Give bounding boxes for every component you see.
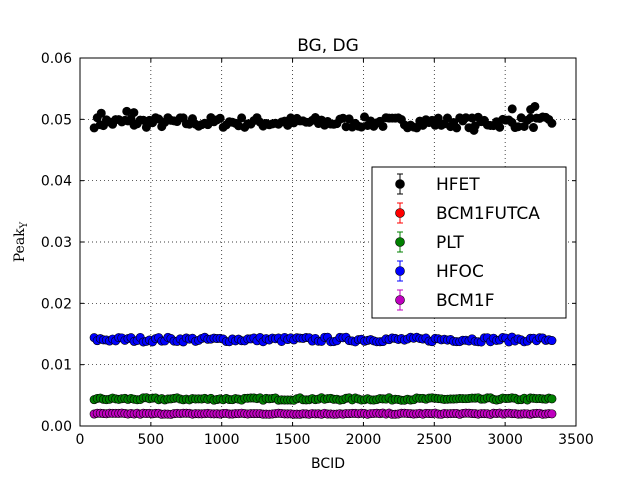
data-point xyxy=(452,123,462,133)
data-point xyxy=(507,104,517,114)
legend-item-hfet: HFET xyxy=(395,173,480,195)
data-point xyxy=(547,394,557,404)
chart-title: BG, DG xyxy=(297,36,359,56)
data-point xyxy=(547,409,557,419)
legend-label: HFOC xyxy=(436,262,484,282)
x-tick-label: 2000 xyxy=(346,432,382,448)
series-hfet xyxy=(89,101,557,135)
x-tick-label: 3500 xyxy=(558,432,594,448)
data-point xyxy=(547,336,557,346)
y-tick-label: 0.06 xyxy=(41,51,72,67)
series-plt xyxy=(89,393,557,405)
x-tick-label: 500 xyxy=(137,432,164,448)
data-point xyxy=(528,123,538,133)
axis-ticks xyxy=(79,57,577,427)
y-tick-label: 0.01 xyxy=(41,358,72,374)
series-bcm1f xyxy=(89,408,557,419)
legend-label: HFET xyxy=(436,175,480,195)
y-tick-labels: 0.00 0.01 0.02 0.03 0.04 0.05 0.06 xyxy=(41,51,72,435)
legend-item-hfoc: HFOC xyxy=(395,260,484,282)
y-tick-label: 0.05 xyxy=(41,112,72,128)
legend-item-bcm1f: BCM1F xyxy=(395,289,495,311)
legend-marker xyxy=(395,237,405,247)
data-point xyxy=(469,125,479,135)
legend-marker xyxy=(395,208,405,218)
legend-item-bcm1futca: BCM1FUTCA xyxy=(395,202,540,224)
legend-label: BCM1F xyxy=(436,291,495,311)
x-tick-labels: 0 500 1000 1500 2000 2500 3000 3500 xyxy=(76,432,594,448)
y-axis-label-main: Peak xyxy=(12,228,28,262)
x-tick-label: 1000 xyxy=(204,432,240,448)
x-tick-label: 1500 xyxy=(275,432,311,448)
series-hfoc xyxy=(89,332,557,347)
x-tick-label: 2500 xyxy=(416,432,452,448)
y-tick-label: 0.04 xyxy=(41,174,72,190)
data-point xyxy=(344,114,354,124)
data-point xyxy=(96,108,106,118)
x-tick-label: 0 xyxy=(76,432,85,448)
y-axis-label-sub: Y xyxy=(19,221,30,229)
data-point xyxy=(129,108,139,118)
x-axis-label: BCID xyxy=(311,456,345,472)
data-point xyxy=(378,121,388,131)
y-tick-label: 0.02 xyxy=(41,296,72,312)
data-points xyxy=(89,101,557,419)
legend-item-plt: PLT xyxy=(395,231,464,253)
data-point xyxy=(442,113,452,123)
data-point xyxy=(526,105,536,115)
legend: HFET BCM1FUTCA PLT HFOC BCM1F xyxy=(371,166,567,319)
legend-label: BCM1FUTCA xyxy=(436,204,540,224)
y-tick-label: 0.03 xyxy=(41,235,72,251)
y-tick-label: 0.00 xyxy=(41,419,72,435)
data-point xyxy=(237,113,247,123)
data-point xyxy=(495,122,505,132)
x-tick-label: 3000 xyxy=(487,432,523,448)
y-axis-label: PeakY xyxy=(12,221,30,262)
data-point xyxy=(547,118,557,128)
data-point xyxy=(215,113,225,123)
legend-marker xyxy=(395,266,405,276)
legend-label: PLT xyxy=(436,233,464,253)
legend-marker xyxy=(395,295,405,305)
legend-marker xyxy=(395,179,405,189)
